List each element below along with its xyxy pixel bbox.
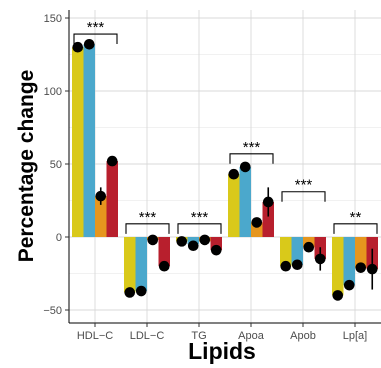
significance-label: *** [191, 209, 209, 226]
bar [332, 237, 344, 296]
data-point [355, 262, 367, 273]
bar [291, 237, 303, 265]
bar [124, 237, 136, 293]
bar [228, 174, 240, 237]
data-point [176, 236, 188, 247]
data-point [106, 155, 118, 167]
significance-label: ** [350, 209, 362, 226]
x-tick-label: TG [191, 330, 206, 342]
significance-bracket [333, 223, 378, 234]
x-tick-label: Apob [290, 330, 316, 342]
x-tick-label: Lp[a] [343, 330, 367, 342]
significance-bracket [229, 153, 274, 164]
bar [239, 166, 251, 237]
bar [262, 201, 274, 237]
y-tick-label: 150 [44, 13, 62, 25]
significance-bracket [73, 33, 118, 45]
significance-bracket [177, 223, 222, 234]
bar [95, 196, 107, 237]
data-point [147, 234, 159, 246]
bar [251, 222, 263, 237]
data-point [332, 290, 344, 301]
bar [210, 237, 222, 251]
significance-label: *** [243, 139, 261, 156]
significance-brackets: ****** *********** [73, 19, 378, 234]
y-tick-label: 50 [50, 159, 62, 171]
y-tick-label: 0 [56, 232, 62, 244]
x-axis-title: Lipids [188, 338, 256, 364]
y-axis-title: Percentage change [15, 70, 38, 263]
data-point [343, 279, 355, 291]
data-point [158, 260, 170, 272]
y-tick-label: −50 [43, 305, 62, 317]
data-point [199, 234, 211, 246]
x-tick-label: HDL−C [77, 330, 113, 342]
data-point [187, 240, 199, 252]
axes: −50 0 50 100 150 HDL−C LDL−C TG Apoa Apob Lp[a] [43, 10, 381, 342]
significance-bracket [281, 191, 326, 202]
data-point [314, 253, 326, 265]
x-tick-label: LDL−C [130, 330, 165, 342]
data-point [95, 190, 107, 202]
bar [280, 237, 292, 267]
bar [72, 47, 84, 238]
data-point [303, 241, 315, 253]
x-tick-label: Apoa [238, 330, 265, 342]
bar [83, 44, 95, 237]
data-point [72, 41, 84, 53]
data-point [280, 260, 292, 272]
data-points [72, 38, 378, 301]
data-point [239, 161, 251, 173]
significance-label: *** [295, 177, 313, 194]
data-point [135, 285, 147, 297]
data-point [83, 38, 95, 50]
bar [355, 237, 367, 268]
data-point [210, 244, 222, 256]
significance-bracket [125, 223, 170, 234]
data-point [291, 259, 303, 271]
data-point [251, 217, 263, 228]
y-tick-label: 100 [44, 86, 62, 98]
data-point [124, 287, 136, 298]
bar [135, 237, 147, 292]
data-point [262, 196, 274, 208]
significance-label: *** [139, 209, 157, 226]
bar [343, 237, 355, 286]
bar [158, 237, 170, 267]
significance-label: *** [87, 19, 105, 36]
data-point [228, 168, 240, 180]
data-point [366, 263, 378, 275]
bar [106, 161, 118, 237]
